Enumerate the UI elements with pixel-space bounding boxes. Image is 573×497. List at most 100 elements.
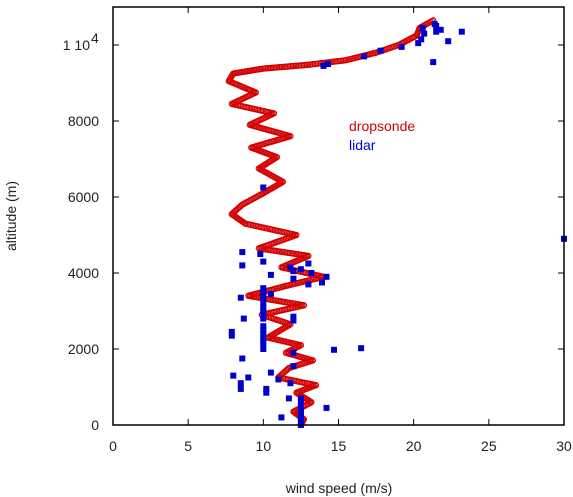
x-tick-label: 15 [331, 438, 347, 454]
lidar-point [245, 374, 252, 381]
lidar-point [239, 262, 246, 269]
legend-entry-lidar: lidar [349, 137, 376, 153]
lidar-point [260, 300, 267, 307]
lidar-point [260, 342, 267, 349]
lidar-point [358, 345, 365, 352]
lidar-point [320, 62, 327, 69]
lidar-point [297, 410, 304, 417]
x-tick-label: 20 [406, 438, 422, 454]
y-tick-label: 1 10 [63, 37, 90, 53]
lidar-point [260, 184, 267, 191]
lidar-point [267, 290, 274, 297]
lidar-point [297, 399, 304, 406]
x-tick-label: 30 [556, 438, 572, 454]
lidar-point [421, 30, 428, 37]
lidar-point [228, 332, 235, 339]
y-axis: 0 2000 4000 6000 8000 1 10 4 [63, 30, 564, 433]
lidar-point [230, 372, 237, 379]
lidar-point [290, 313, 297, 320]
lidar-point [437, 26, 444, 33]
lidar-point [239, 355, 246, 362]
lidar-point [323, 273, 330, 280]
lidar-point [361, 53, 368, 60]
lidar-point [290, 268, 297, 275]
lidar-point [260, 285, 267, 292]
lidar-point [319, 279, 325, 286]
y-tick-label: 6000 [68, 189, 99, 205]
x-tick-label: 0 [109, 438, 117, 454]
plot-frame [112, 6, 565, 426]
lidar-point [297, 418, 304, 425]
x-axis-label: wind speed (m/s) [285, 480, 393, 496]
lidar-point [297, 414, 304, 421]
lidar-point [305, 260, 312, 267]
lidar-series [228, 21, 567, 428]
lidar-point [260, 289, 267, 295]
lidar-point [260, 338, 267, 345]
lidar-point [287, 264, 294, 271]
lidar-point [260, 327, 267, 333]
lidar-point [290, 363, 297, 370]
y-axis-label: altitude (m) [3, 181, 19, 251]
lidar-point [260, 308, 267, 314]
lidar-point [237, 385, 244, 392]
x-axis: 0 5 10 15 20 25 30 [109, 7, 572, 454]
lidar-point [237, 380, 244, 387]
lidar-point [433, 23, 440, 29]
lidar-point [430, 59, 437, 66]
lidar-point [260, 330, 267, 337]
lidar-point [398, 43, 405, 50]
lidar-point [228, 328, 235, 335]
lidar-point [263, 385, 270, 392]
lidar-point [275, 376, 282, 383]
lidar-point [260, 296, 267, 303]
lidar-point [433, 28, 440, 35]
lidar-point [260, 346, 267, 352]
lidar-point [287, 380, 294, 387]
lidar-point [260, 258, 267, 265]
lidar-point [445, 38, 452, 45]
lidar-point [260, 315, 267, 322]
dropsonde-series [225, 17, 437, 429]
lidar-point [267, 369, 274, 376]
lidar-point [239, 249, 246, 256]
lidar-point [308, 270, 315, 276]
lidar-point [290, 275, 297, 282]
lidar-point [240, 315, 247, 322]
lidar-point [419, 24, 426, 31]
y-tick-label: 0 [91, 417, 99, 433]
legend-entry-dropsonde: dropsonde [349, 118, 415, 134]
lidar-point [297, 403, 304, 409]
lidar-point [297, 406, 304, 413]
lidar-point [257, 251, 264, 257]
lidar-point [267, 271, 274, 278]
y-tick-label: 2000 [68, 341, 99, 357]
x-tick-label: 10 [256, 438, 272, 454]
lidar-point [263, 389, 270, 396]
lidar-point [331, 346, 337, 353]
lidar-point [415, 40, 422, 47]
lidar-point [278, 414, 285, 421]
lidar-point [260, 323, 267, 330]
lidar-point [260, 311, 267, 318]
lidar-point [290, 349, 297, 356]
y-tick-label: 4000 [68, 265, 99, 281]
lidar-point [325, 61, 331, 67]
lidar-point [260, 292, 267, 299]
x-tick-label: 5 [184, 438, 192, 454]
lidar-point [260, 304, 267, 311]
lidar-point [418, 36, 425, 43]
lidar-point [305, 281, 312, 288]
lidar-point [458, 28, 465, 35]
y-tick-label: 8000 [68, 113, 99, 129]
x-tick-label: 25 [481, 438, 497, 454]
lidar-point [260, 334, 267, 341]
lidar-point [290, 317, 297, 324]
lidar-point [297, 395, 304, 402]
lidar-point [323, 404, 330, 411]
y-tick-exponent: 4 [91, 30, 99, 46]
lidar-point [377, 47, 384, 54]
lidar-point [285, 395, 292, 402]
lidar-point [237, 294, 244, 301]
